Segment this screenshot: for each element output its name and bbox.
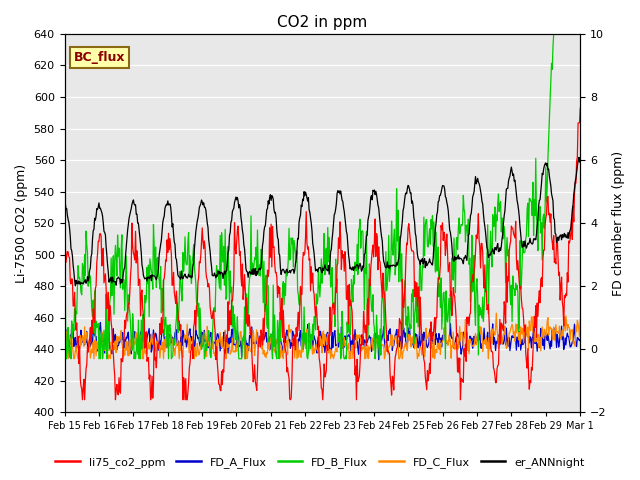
Title: CO2 in ppm: CO2 in ppm — [277, 15, 367, 30]
Text: BC_flux: BC_flux — [74, 51, 125, 64]
Legend: li75_co2_ppm, FD_A_Flux, FD_B_Flux, FD_C_Flux, er_ANNnight: li75_co2_ppm, FD_A_Flux, FD_B_Flux, FD_C… — [51, 452, 589, 472]
Y-axis label: FD chamber flux (ppm): FD chamber flux (ppm) — [612, 151, 625, 296]
Y-axis label: Li-7500 CO2 (ppm): Li-7500 CO2 (ppm) — [15, 164, 28, 283]
